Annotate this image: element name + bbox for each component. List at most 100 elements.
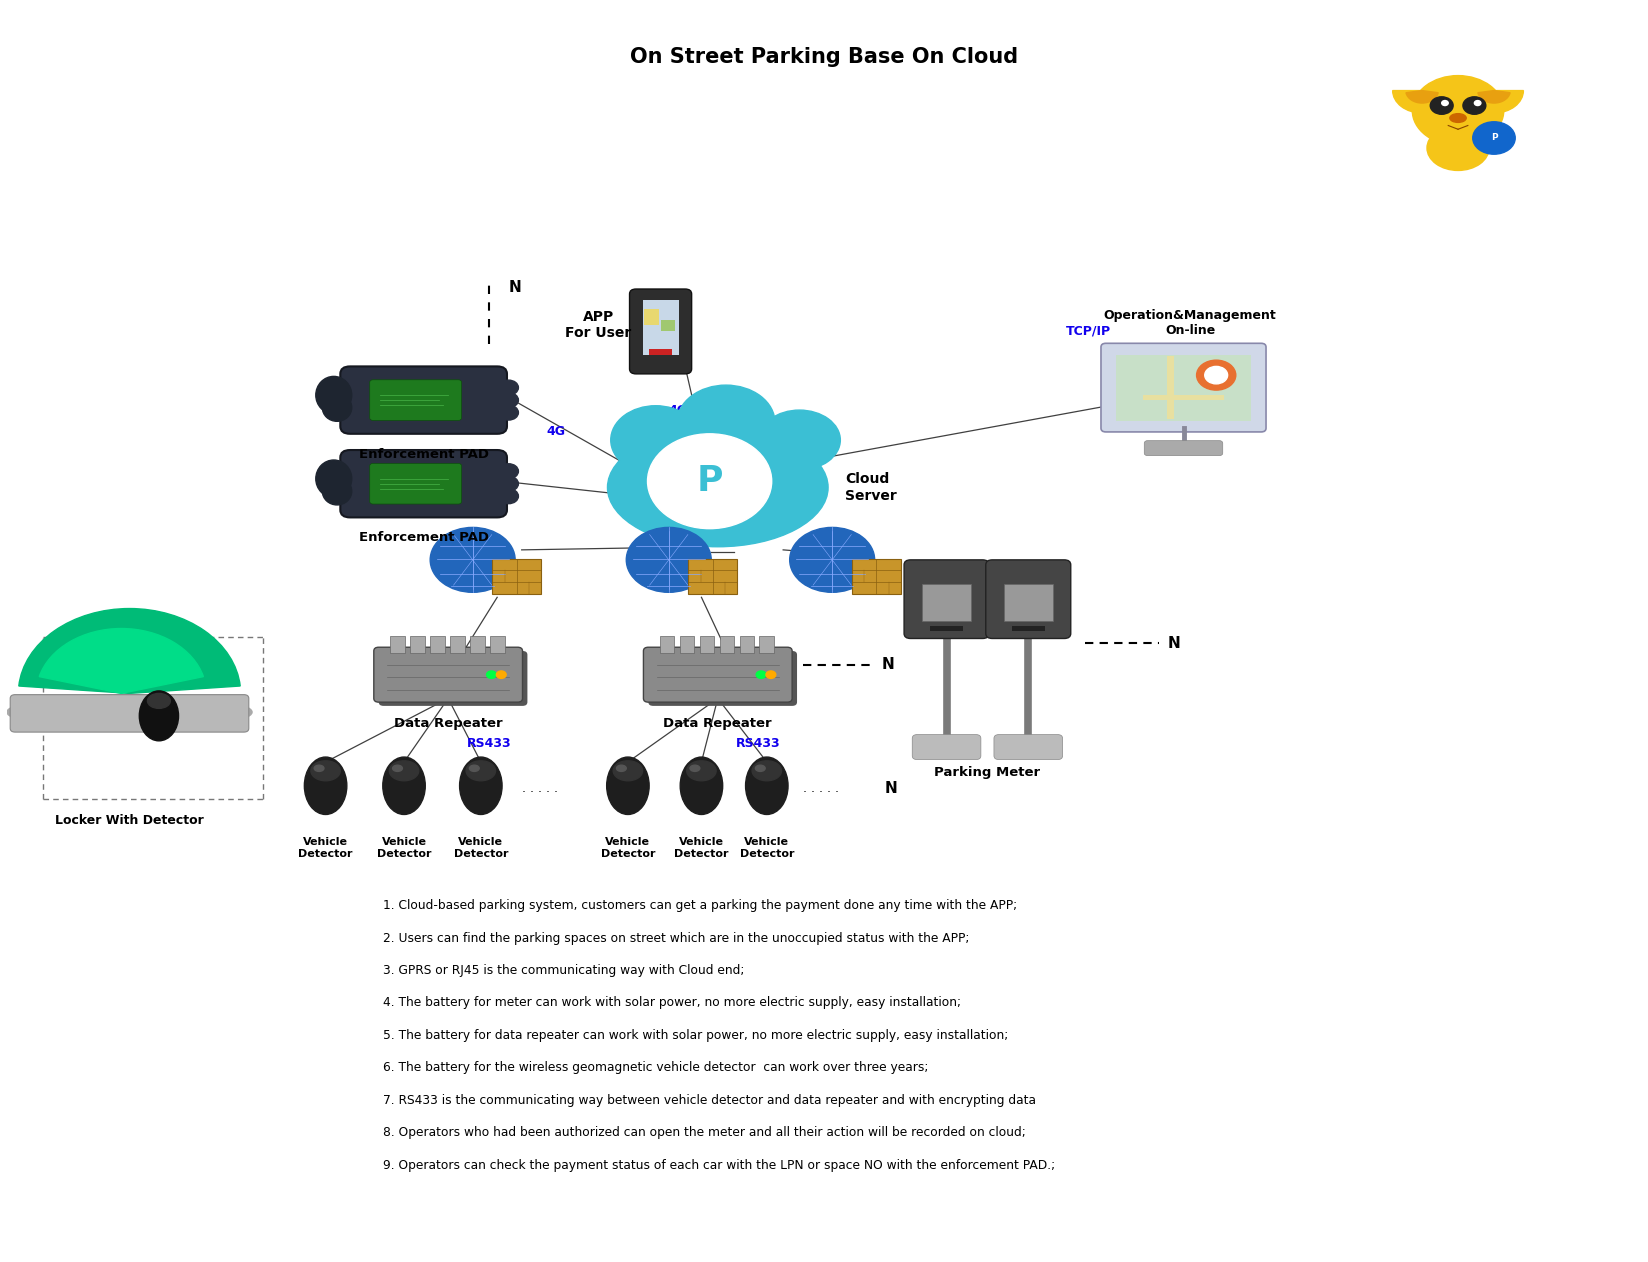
Ellipse shape bbox=[460, 757, 503, 814]
Circle shape bbox=[789, 528, 875, 592]
Circle shape bbox=[486, 671, 496, 679]
Ellipse shape bbox=[687, 761, 717, 781]
FancyBboxPatch shape bbox=[720, 636, 735, 654]
Circle shape bbox=[756, 671, 766, 679]
Circle shape bbox=[1442, 101, 1449, 106]
FancyBboxPatch shape bbox=[643, 647, 793, 702]
Circle shape bbox=[1475, 101, 1482, 106]
Ellipse shape bbox=[311, 761, 339, 781]
Circle shape bbox=[499, 405, 519, 420]
Circle shape bbox=[499, 380, 519, 395]
FancyBboxPatch shape bbox=[374, 647, 522, 702]
Text: On Street Parking Base On Cloud: On Street Parking Base On Cloud bbox=[630, 47, 1018, 67]
Circle shape bbox=[1205, 366, 1228, 384]
Text: N: N bbox=[509, 280, 521, 295]
Ellipse shape bbox=[323, 477, 351, 505]
Circle shape bbox=[626, 528, 712, 592]
Ellipse shape bbox=[382, 757, 425, 814]
Text: Vehicle
Detector: Vehicle Detector bbox=[674, 837, 728, 858]
Text: Operation&Management
On-line: Operation&Management On-line bbox=[1104, 309, 1277, 337]
Ellipse shape bbox=[616, 765, 626, 771]
Text: APP
For User: APP For User bbox=[565, 310, 631, 341]
Text: Enforcement PAD: Enforcement PAD bbox=[359, 531, 489, 544]
FancyBboxPatch shape bbox=[905, 560, 989, 639]
FancyBboxPatch shape bbox=[1004, 583, 1053, 621]
FancyBboxPatch shape bbox=[470, 636, 485, 654]
Circle shape bbox=[499, 488, 519, 504]
Text: RS433: RS433 bbox=[737, 737, 781, 750]
Circle shape bbox=[430, 528, 516, 592]
Ellipse shape bbox=[147, 693, 170, 708]
Ellipse shape bbox=[1450, 114, 1467, 122]
Text: 2. Users can find the parking spaces on street which are in the unoccupied statu: 2. Users can find the parking spaces on … bbox=[382, 931, 969, 944]
Text: RS433: RS433 bbox=[466, 737, 511, 750]
Ellipse shape bbox=[392, 765, 402, 771]
Text: 4G: 4G bbox=[644, 568, 662, 582]
Ellipse shape bbox=[470, 765, 480, 771]
Wedge shape bbox=[40, 628, 203, 693]
Text: 3. GPRS or RJ45 is the communicating way with Cloud end;: 3. GPRS or RJ45 is the communicating way… bbox=[382, 964, 745, 977]
Text: 7. RS433 is the communicating way between vehicle detector and data repeater and: 7. RS433 is the communicating way betwee… bbox=[382, 1094, 1037, 1107]
FancyBboxPatch shape bbox=[760, 636, 775, 654]
FancyBboxPatch shape bbox=[430, 636, 445, 654]
FancyBboxPatch shape bbox=[489, 636, 504, 654]
Text: N: N bbox=[605, 781, 618, 796]
FancyBboxPatch shape bbox=[679, 636, 694, 654]
Ellipse shape bbox=[745, 757, 788, 814]
Text: Vehicle
Detector: Vehicle Detector bbox=[740, 837, 794, 858]
FancyBboxPatch shape bbox=[913, 734, 981, 760]
Ellipse shape bbox=[755, 765, 765, 771]
Text: N: N bbox=[882, 658, 893, 673]
Text: Parking Meter: Parking Meter bbox=[934, 766, 1040, 779]
Text: Locker With Detector: Locker With Detector bbox=[54, 814, 204, 828]
Text: 4G: 4G bbox=[669, 404, 687, 416]
Ellipse shape bbox=[611, 405, 700, 475]
Ellipse shape bbox=[323, 394, 351, 422]
FancyBboxPatch shape bbox=[648, 651, 798, 705]
FancyBboxPatch shape bbox=[450, 636, 465, 654]
Text: Vehicle
Detector: Vehicle Detector bbox=[298, 837, 353, 858]
Ellipse shape bbox=[315, 765, 325, 771]
Text: Data Repeater: Data Repeater bbox=[664, 717, 773, 731]
Ellipse shape bbox=[677, 385, 775, 461]
Text: 9. Operators can check the payment status of each car with the LPN or space NO w: 9. Operators can check the payment statu… bbox=[382, 1159, 1055, 1171]
FancyBboxPatch shape bbox=[661, 321, 676, 332]
FancyBboxPatch shape bbox=[689, 559, 737, 593]
Circle shape bbox=[499, 476, 519, 491]
Text: N: N bbox=[885, 781, 898, 796]
Circle shape bbox=[1473, 121, 1515, 154]
FancyBboxPatch shape bbox=[986, 560, 1071, 639]
FancyBboxPatch shape bbox=[339, 366, 508, 434]
Circle shape bbox=[496, 671, 506, 679]
Circle shape bbox=[648, 434, 771, 529]
Ellipse shape bbox=[1427, 125, 1490, 170]
Ellipse shape bbox=[608, 428, 827, 546]
FancyBboxPatch shape bbox=[1167, 356, 1173, 419]
Ellipse shape bbox=[606, 757, 649, 814]
Circle shape bbox=[1430, 97, 1454, 115]
FancyBboxPatch shape bbox=[929, 626, 962, 631]
Text: N: N bbox=[1167, 636, 1180, 651]
FancyBboxPatch shape bbox=[1012, 626, 1045, 631]
Wedge shape bbox=[1465, 91, 1523, 114]
Ellipse shape bbox=[316, 461, 351, 497]
Text: 8. Operators who had been authorized can open the meter and all their action wil: 8. Operators who had been authorized can… bbox=[382, 1126, 1025, 1140]
Circle shape bbox=[1412, 76, 1503, 145]
Ellipse shape bbox=[681, 757, 723, 814]
FancyBboxPatch shape bbox=[1142, 395, 1224, 400]
Text: Enforcement PAD: Enforcement PAD bbox=[359, 448, 489, 461]
FancyBboxPatch shape bbox=[994, 734, 1063, 760]
Wedge shape bbox=[1393, 91, 1452, 114]
FancyBboxPatch shape bbox=[852, 559, 901, 593]
Text: Cloud
Server: Cloud Server bbox=[845, 472, 897, 502]
FancyBboxPatch shape bbox=[649, 348, 672, 355]
FancyBboxPatch shape bbox=[1144, 440, 1223, 456]
Text: Data Repeater: Data Repeater bbox=[394, 717, 503, 731]
Ellipse shape bbox=[758, 410, 840, 469]
Ellipse shape bbox=[316, 376, 351, 414]
Text: 4G: 4G bbox=[719, 568, 737, 582]
Circle shape bbox=[1196, 360, 1236, 390]
Text: . . . . .: . . . . . bbox=[522, 781, 557, 795]
Circle shape bbox=[499, 392, 519, 408]
Circle shape bbox=[1463, 97, 1486, 115]
